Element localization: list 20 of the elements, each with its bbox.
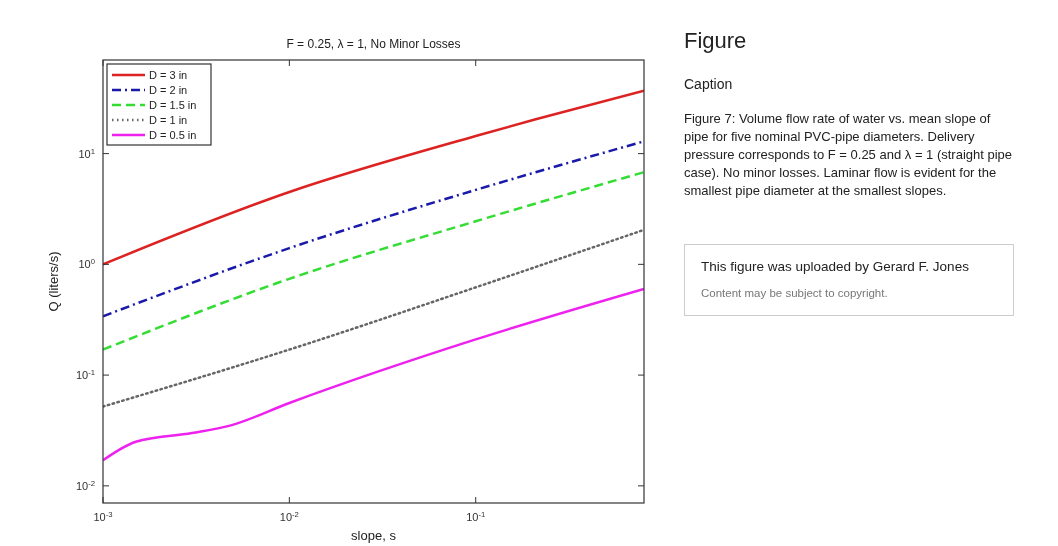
caption: Figure 7: Volume flow rate of water vs. mean slope of pipe for five nominal PVC-pipe diameters. Delivery pressure corresponds to F = 0.25 and λ = 1 (straight pipe case). No minor losses. Laminar flow is evident for the smallest pipe diameter at the smallest slopes. <box>684 110 1014 200</box>
y-tick-label: 10$^{-1}$ <box>75 367 95 382</box>
y-tick-label: 10$^{1}$ <box>78 146 95 160</box>
x-tick-label: 10$^{-2}$ <box>279 509 299 523</box>
y-tick-label: 10$^{0}$ <box>78 256 95 271</box>
text: Caption <box>684 76 734 92</box>
x-axis-title: slope, s <box>351 528 397 543</box>
text: Content may be subject to copyright. <box>701 286 889 301</box>
y-axis-title: Q (liters/s) <box>46 251 61 312</box>
text: Figure <box>684 28 748 54</box>
chart-title: F = 0.25, λ = 1, No Minor Losses <box>286 37 461 51</box>
legend-label: D = 0.5 in <box>149 129 197 141</box>
y-tick-label: 10$^{-2}$ <box>75 478 95 492</box>
legend-label: D = 3 in <box>149 69 188 81</box>
text: This figure was uploaded by Gerard F. Jones <box>701 258 970 276</box>
legend-label: D = 1.5 in <box>149 99 197 111</box>
legend-label: D = 2 in <box>149 84 188 96</box>
x-tick-label: 10$^{-1}$ <box>466 509 486 523</box>
x-tick-label: 10$^{-3}$ <box>93 509 113 523</box>
legend-label: D = 1 in <box>149 114 188 126</box>
